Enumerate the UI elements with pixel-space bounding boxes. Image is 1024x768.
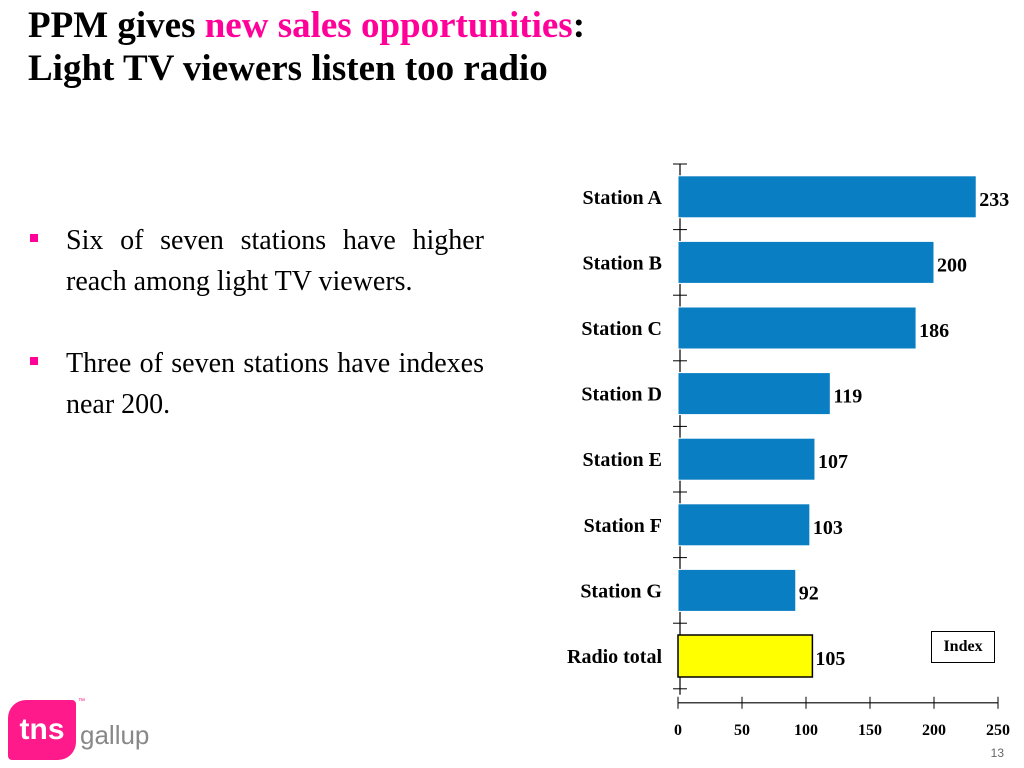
bar-station-a bbox=[677, 175, 977, 219]
value-label: 92 bbox=[799, 582, 819, 604]
page-number: 13 bbox=[990, 746, 1004, 760]
x-tick-label: 0 bbox=[674, 722, 682, 739]
category-label: Station E bbox=[583, 449, 662, 471]
slide-title: PPM gives new sales opportunities: Light… bbox=[28, 4, 1008, 90]
bar-station-g bbox=[677, 568, 797, 612]
logo-trademark: ™ bbox=[78, 698, 85, 705]
x-tick-label: 150 bbox=[858, 722, 882, 739]
index-bar-chart: Station A 233 Station B 200 Station C 186 Stat… bbox=[567, 163, 1010, 739]
title-line2: Light TV viewers listen too radio bbox=[28, 48, 548, 89]
category-label: Station C bbox=[581, 318, 662, 340]
x-tick-label: 250 bbox=[986, 722, 1010, 739]
title-prefix: PPM gives bbox=[28, 5, 205, 46]
bar-radio-total bbox=[677, 634, 814, 678]
title-highlight: new sales opportunities bbox=[204, 5, 573, 46]
value-label: 119 bbox=[833, 386, 862, 408]
value-label: 186 bbox=[919, 320, 949, 342]
bullet-item: Three of seven stations have indexes nea… bbox=[30, 343, 484, 425]
logo-word: gallup bbox=[80, 720, 150, 750]
category-label: Station G bbox=[580, 580, 662, 602]
bar-station-d bbox=[677, 372, 831, 416]
value-label: 233 bbox=[979, 189, 1009, 211]
bar-station-e bbox=[677, 437, 816, 481]
value-label: 200 bbox=[937, 254, 967, 276]
category-label: Station D bbox=[581, 384, 662, 406]
legend-index: Index bbox=[931, 631, 995, 663]
bar-station-c bbox=[677, 306, 917, 350]
bar-station-f bbox=[677, 503, 811, 547]
value-label: 103 bbox=[813, 517, 843, 539]
value-label: 105 bbox=[815, 648, 845, 670]
value-label: 107 bbox=[818, 451, 848, 473]
x-tick-label: 50 bbox=[734, 722, 750, 739]
bar-station-b bbox=[677, 240, 935, 284]
bullet-item: Six of seven stations have higher reach … bbox=[30, 220, 484, 302]
x-tick-label: 200 bbox=[922, 722, 946, 739]
bullet-square-icon bbox=[30, 234, 38, 242]
tns-gallup-logo: tns ™ gallup bbox=[8, 698, 150, 762]
category-label: Station B bbox=[583, 252, 662, 274]
category-label: Radio total bbox=[567, 646, 662, 668]
x-tick-label: 100 bbox=[794, 722, 818, 739]
title-suffix: : bbox=[572, 5, 586, 46]
bullet-text: Six of seven stations have higher reach … bbox=[66, 225, 484, 297]
category-label: Station F bbox=[584, 515, 662, 537]
category-label: Station A bbox=[583, 187, 663, 209]
bullet-square-icon bbox=[30, 357, 38, 365]
bullet-text: Three of seven stations have indexes nea… bbox=[66, 348, 484, 420]
logo-badge: tns bbox=[8, 700, 76, 760]
bullet-list: Six of seven stations have higher reach … bbox=[30, 220, 484, 466]
